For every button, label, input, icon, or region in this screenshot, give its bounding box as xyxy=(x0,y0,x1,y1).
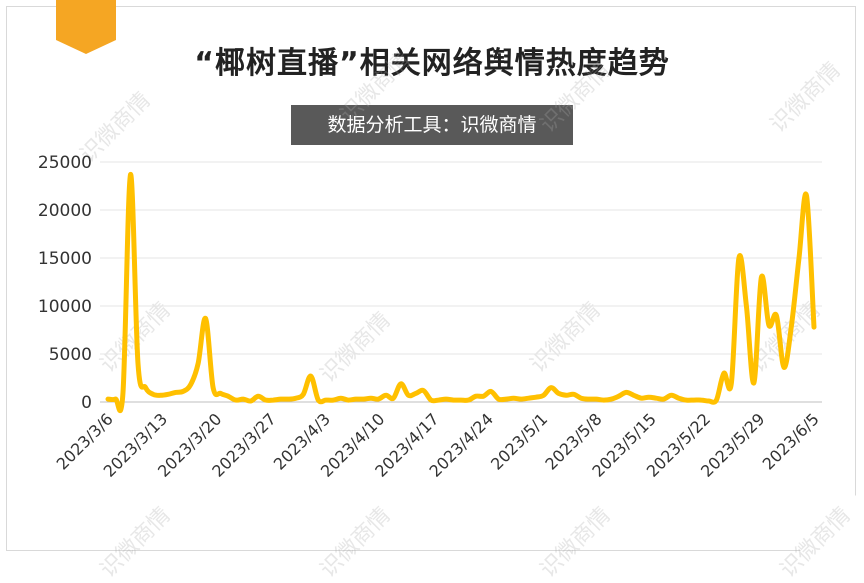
y-tick-label: 15000 xyxy=(38,249,92,269)
corner-tab-icon xyxy=(56,0,116,54)
chart-frame xyxy=(6,6,856,551)
y-tick-label: 10000 xyxy=(38,297,92,317)
y-tick-label: 25000 xyxy=(38,153,92,173)
chart-title: “椰树直播”相关网络舆情热度趋势 xyxy=(194,46,670,81)
y-tick-label: 5000 xyxy=(49,345,92,365)
page-curl-icon xyxy=(798,493,858,553)
chart-subtitle: 数据分析工具：识微商情 xyxy=(291,105,573,145)
line-chart: 05000100001500020000250002023/3/62023/3/… xyxy=(38,153,823,481)
series-line xyxy=(105,171,817,414)
x-tick-label: 2023/5/1 xyxy=(487,409,551,473)
x-tick-label: 2023/6/5 xyxy=(759,409,823,473)
y-tick-label: 20000 xyxy=(38,201,92,221)
y-tick-label: 0 xyxy=(81,393,92,413)
